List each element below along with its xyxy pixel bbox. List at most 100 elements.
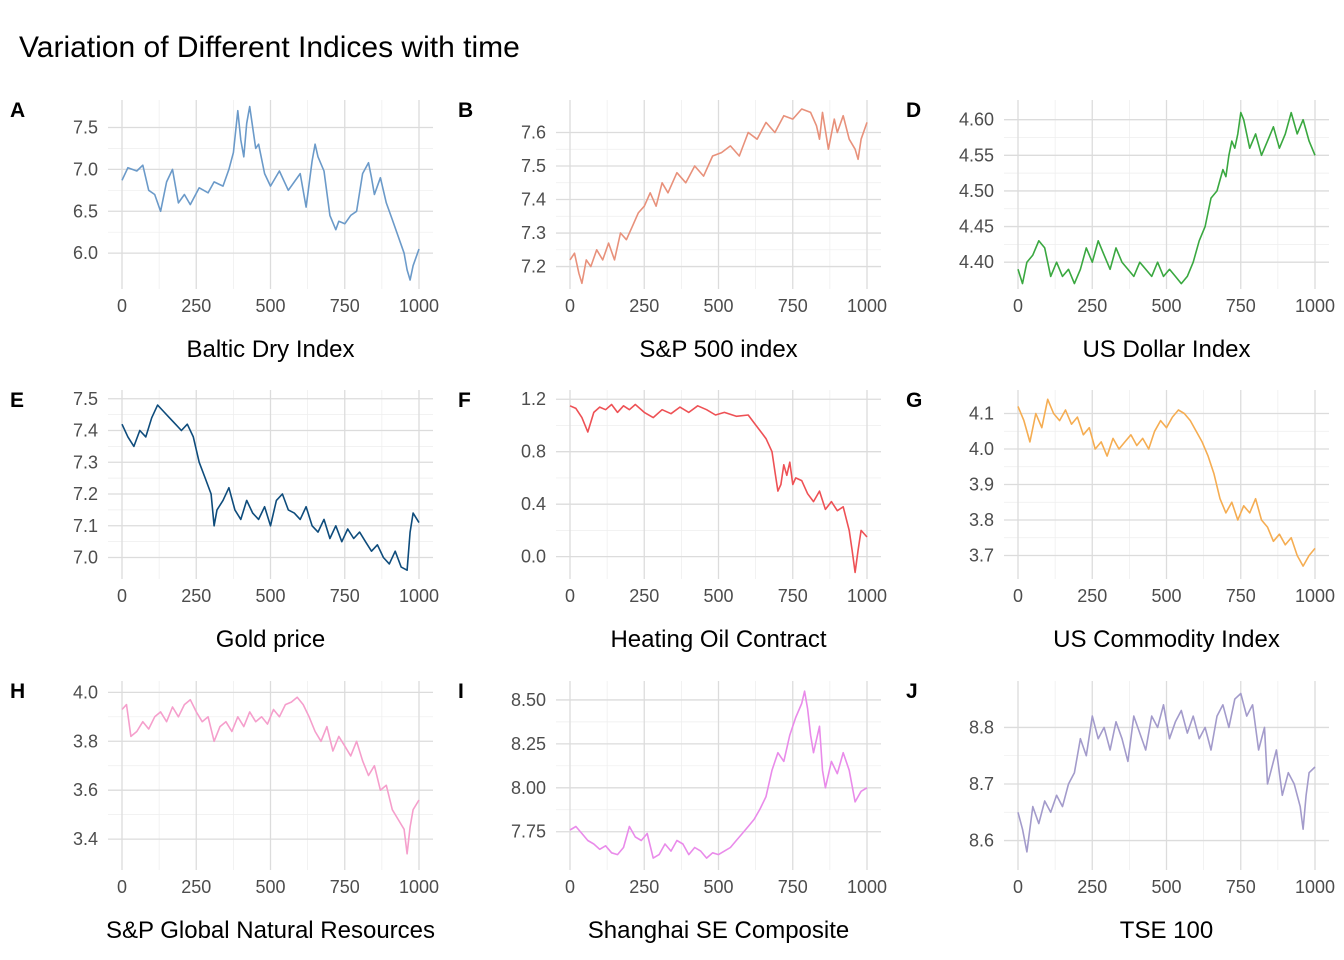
x-axis-label: S&P Global Natural Resources [106,917,435,944]
panel-D: 0 250 500 750 1000 4.40 4.45 4.50 4.55 4.60 US Dol… [906,99,1335,363]
y-tick-label: 3.9 [969,475,994,495]
panel-letter: G [906,389,922,412]
x-axis-label: US Commodity Index [1053,626,1280,653]
x-tick-label: 250 [1077,586,1107,606]
y-tick-label: 3.8 [969,510,994,530]
x-tick-label: 500 [255,296,285,316]
x-tick-label: 750 [778,586,808,606]
y-tick-label: 4.55 [959,145,994,165]
y-tick-label: 1.2 [521,389,546,409]
y-tick-label: 3.8 [73,731,98,751]
y-tick-label: 4.0 [73,682,98,702]
series-line [121,105,420,281]
series-line [1017,692,1316,853]
panel-G: 0 250 500 750 1000 3.7 3.8 3.9 4.0 4.1 US Commodit… [906,389,1335,653]
x-axis-label: Baltic Dry Index [186,336,354,363]
panel-letter: A [10,99,25,122]
x-tick-label: 750 [1226,586,1256,606]
x-tick-label: 1000 [1295,877,1335,897]
x-tick-label: 1000 [847,586,887,606]
x-tick-label: 250 [181,586,211,606]
y-tick-label: 7.3 [521,223,546,243]
x-tick-label: 250 [629,877,659,897]
panels-container: 0 250 500 750 1000 6.0 6.5 7.0 7.5 Baltic Dry Ind… [10,99,1335,944]
y-tick-label: 7.3 [73,452,98,472]
y-tick-label: 3.4 [73,829,98,849]
x-tick-label: 0 [117,877,127,897]
x-tick-label: 500 [1151,877,1181,897]
series-line [121,404,420,571]
x-axis-label: US Dollar Index [1082,336,1250,363]
series-line [569,403,868,574]
series-line [569,690,868,859]
x-tick-label: 500 [1151,586,1181,606]
panel-letter: B [458,99,473,122]
series-line [1017,398,1316,567]
panel-F: 0 250 500 750 1000 0.0 0.4 0.8 1.2 Heating Oil Co… [458,389,887,653]
x-tick-label: 750 [778,877,808,897]
panel-A: 0 250 500 750 1000 6.0 6.5 7.0 7.5 Baltic Dry Ind… [10,99,439,363]
chart-title: Variation of Different Indices with time [19,31,520,64]
x-tick-label: 750 [330,296,360,316]
y-tick-label: 3.7 [969,545,994,565]
panel-H: 0 250 500 750 1000 3.4 3.6 3.8 4.0 S&P Global Nat… [10,680,439,944]
x-tick-label: 1000 [399,296,439,316]
y-tick-label: 8.7 [969,774,994,794]
y-tick-label: 7.1 [73,516,98,536]
y-tick-label: 4.0 [969,439,994,459]
x-tick-label: 500 [1151,296,1181,316]
x-tick-label: 0 [117,296,127,316]
y-tick-label: 7.0 [73,159,98,179]
x-tick-label: 250 [629,586,659,606]
x-tick-label: 1000 [847,296,887,316]
y-tick-label: 6.0 [73,243,98,263]
x-tick-label: 250 [1077,877,1107,897]
y-tick-label: 7.0 [73,548,98,568]
y-tick-label: 8.50 [511,690,546,710]
x-tick-label: 500 [255,877,285,897]
x-tick-label: 0 [565,877,575,897]
y-tick-label: 7.2 [521,257,546,277]
y-tick-label: 7.4 [73,421,98,441]
y-tick-label: 0.8 [521,442,546,462]
y-tick-label: 7.2 [73,484,98,504]
x-tick-label: 500 [703,877,733,897]
y-tick-label: 6.5 [73,201,98,221]
y-tick-label: 4.60 [959,110,994,130]
y-tick-label: 7.5 [73,117,98,137]
x-tick-label: 500 [255,586,285,606]
panel-B: 0 250 500 750 1000 7.2 7.3 7.4 7.5 7.6 S&P 500 ind… [458,99,887,363]
x-tick-label: 0 [1013,296,1023,316]
x-tick-label: 1000 [1295,586,1335,606]
x-tick-label: 0 [1013,586,1023,606]
y-tick-label: 7.6 [521,122,546,142]
y-tick-label: 7.5 [521,156,546,176]
x-tick-label: 1000 [399,877,439,897]
x-tick-label: 750 [330,586,360,606]
y-tick-label: 4.50 [959,181,994,201]
panel-J: 0 250 500 750 1000 8.6 8.7 8.8 TSE 100 J [906,680,1335,944]
x-tick-label: 0 [1013,877,1023,897]
x-tick-label: 250 [181,296,211,316]
x-tick-label: 1000 [399,586,439,606]
panel-letter: E [10,389,24,412]
panel-E: 0 250 500 750 1000 7.0 7.1 7.2 7.3 7.4 7.5 Gold pri… [10,389,439,653]
y-tick-label: 7.75 [511,822,546,842]
x-tick-label: 750 [1226,296,1256,316]
panel-letter: J [906,680,918,703]
x-tick-label: 1000 [847,877,887,897]
series-line [121,696,420,855]
y-tick-label: 3.6 [73,780,98,800]
y-tick-label: 7.4 [521,190,546,210]
x-tick-label: 0 [117,586,127,606]
x-tick-label: 750 [778,296,808,316]
x-tick-label: 500 [703,586,733,606]
x-tick-label: 750 [1226,877,1256,897]
panel-I: 0 250 500 750 1000 7.75 8.00 8.25 8.50 Shanghai S… [458,680,887,944]
x-axis-label: Gold price [216,626,325,653]
y-tick-label: 8.00 [511,778,546,798]
y-tick-label: 8.8 [969,717,994,737]
x-axis-label: TSE 100 [1120,917,1213,944]
x-tick-label: 500 [703,296,733,316]
